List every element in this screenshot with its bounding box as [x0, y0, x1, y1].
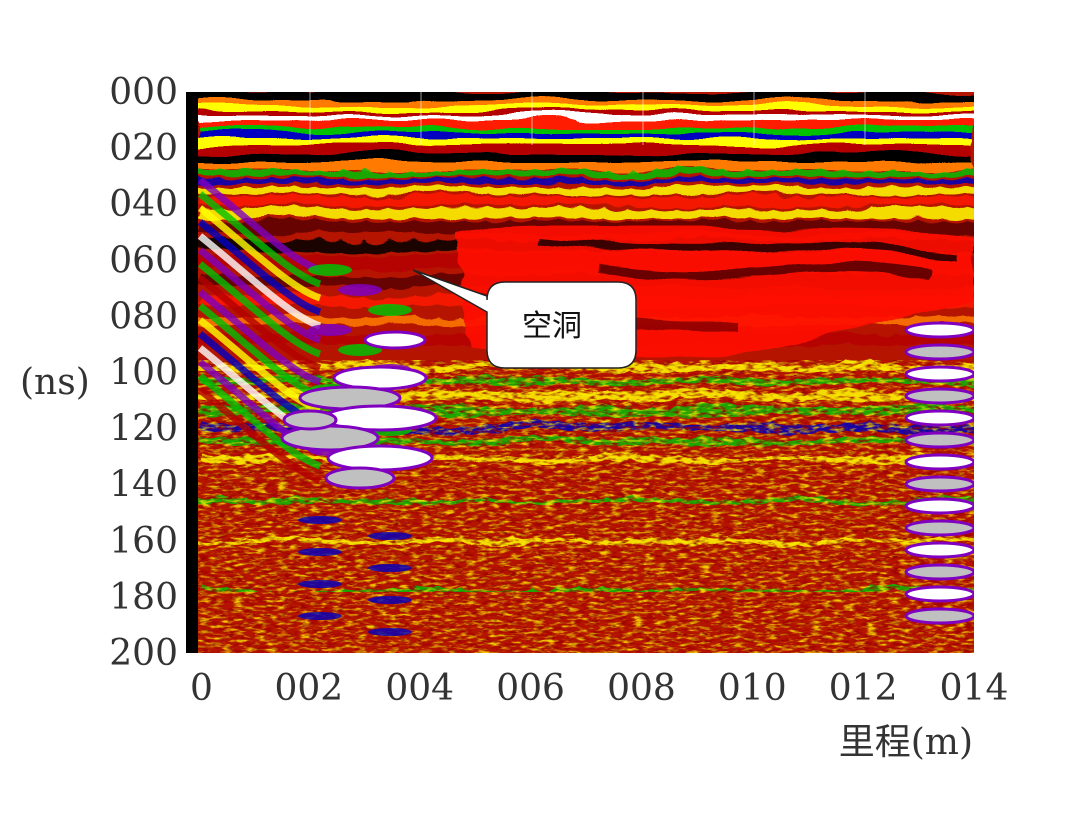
deep-reflection	[298, 516, 342, 524]
deep-reflection	[368, 628, 412, 636]
edge-reflection	[904, 321, 974, 339]
x-axis: 0 002 004 006 008 010 012 014	[190, 668, 1008, 709]
surface-band	[198, 100, 974, 105]
y-tick-label: 100	[109, 353, 178, 394]
x-tick-label: 012	[829, 668, 898, 709]
surface-band	[198, 120, 974, 127]
void-arc	[198, 373, 322, 470]
y-axis-title: (ns)	[20, 362, 90, 403]
void-arc	[338, 284, 382, 296]
void-arc	[198, 387, 322, 484]
surface-band	[198, 92, 974, 100]
void-arc	[308, 324, 352, 336]
void-arc	[198, 191, 322, 288]
x-tick-label: 002	[274, 668, 343, 709]
void-arc	[198, 205, 322, 302]
surface-band	[198, 154, 974, 162]
reflection-blob	[282, 409, 338, 431]
x-tick-label: 006	[496, 668, 565, 709]
edge-reflection	[904, 519, 974, 537]
x-tick-label: 008	[607, 668, 676, 709]
edge-reflection	[904, 475, 974, 493]
gridlines	[309, 92, 866, 145]
surface-band	[198, 138, 974, 145]
x-tick-label: 0	[190, 668, 213, 709]
void-arc	[198, 219, 322, 316]
x-axis-title: 里程(m)	[839, 722, 973, 763]
y-axis-strip	[186, 92, 198, 653]
deep-reflection	[298, 612, 342, 620]
edge-reflection	[904, 585, 974, 603]
y-tick-label: 180	[109, 577, 178, 618]
surface-band	[198, 132, 974, 138]
surface-band	[198, 145, 974, 154]
y-tick-label: 080	[109, 296, 178, 337]
edge-reflection	[904, 607, 974, 625]
void-arc	[198, 275, 322, 372]
void-arc	[198, 177, 322, 274]
surface-band	[198, 127, 974, 132]
void-arc	[198, 261, 322, 358]
void-arc	[198, 247, 322, 344]
subsurface-band	[198, 195, 974, 206]
void-arc	[368, 304, 412, 316]
void-arc	[308, 264, 352, 276]
strong-reflection-blobs	[280, 330, 438, 636]
callout-bubble	[412, 269, 637, 369]
y-tick-label: 060	[109, 240, 178, 281]
deep-reflection	[368, 532, 412, 540]
surface-band	[198, 105, 974, 111]
x-tick-label: 004	[385, 668, 454, 709]
reflection-blob	[326, 444, 434, 472]
subsurface-band	[198, 206, 974, 219]
void-callout: 空洞	[412, 269, 637, 369]
deep-reflection	[298, 548, 342, 556]
surface-band	[198, 111, 974, 115]
subsurface-band	[198, 186, 974, 196]
y-tick-label: 160	[109, 521, 178, 562]
void-arc	[198, 233, 322, 330]
edge-reflection	[904, 563, 974, 581]
edge-reflection	[904, 409, 974, 427]
surface-band	[198, 162, 974, 170]
callout-label: 空洞	[522, 309, 582, 344]
y-tick-label: 020	[109, 128, 178, 169]
edge-reflection	[904, 431, 974, 449]
reflection-blob	[363, 330, 427, 350]
y-tick-label: 000	[109, 72, 178, 113]
x-tick-label: 010	[718, 668, 787, 709]
y-axis: 000 020 040 060 080 100 120 140 160 180 200	[109, 72, 178, 674]
y-tick-label: 140	[109, 465, 178, 506]
edge-reflection	[904, 497, 974, 515]
edge-reflection	[904, 541, 974, 559]
x-tick-label: 014	[940, 668, 1009, 709]
subsurface-band	[198, 168, 974, 177]
y-tick-label: 040	[109, 184, 178, 225]
edge-reflection	[904, 343, 974, 361]
subsurface-band	[198, 177, 974, 185]
edge-reflection	[904, 365, 974, 383]
surface-band	[198, 115, 974, 120]
void-arc	[338, 344, 382, 356]
void-arc	[198, 289, 322, 386]
deep-reflection	[368, 596, 412, 604]
plot-area	[198, 92, 974, 653]
reflection-blob	[324, 466, 396, 490]
y-tick-label: 200	[109, 633, 178, 674]
edge-reflection	[904, 453, 974, 471]
deep-reflection	[298, 580, 342, 588]
edge-reflection	[904, 387, 974, 405]
deep-reflection	[368, 564, 412, 572]
y-tick-label: 120	[109, 409, 178, 450]
